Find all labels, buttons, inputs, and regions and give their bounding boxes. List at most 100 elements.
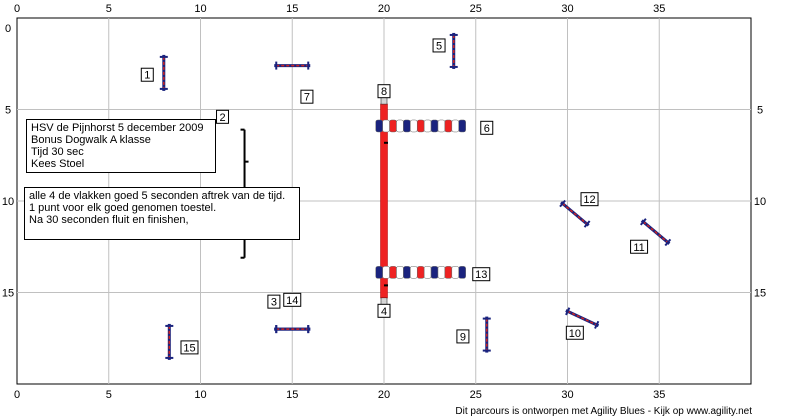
x-tick-label-bottom: 0 [14,389,20,401]
obstacle-number-label: 13 [472,267,491,282]
jump-upright [664,238,672,247]
x-tick-label-bottom: 5 [106,389,112,401]
obstacle-number-box [432,38,446,53]
course-info-box: HSV de Pijnhorst 5 december 2009 Bonus D… [26,119,216,173]
x-tick-label-top: 15 [286,3,298,15]
obstacle-number: 3 [271,297,277,309]
obstacle-number: 10 [569,328,581,340]
tunnel-segment [389,119,397,133]
jump-upright [594,320,600,329]
jump-bar [562,202,588,225]
obstacle-number: 14 [286,295,298,307]
jump-obstacle [639,218,672,247]
y-tick-label-left: 10 [2,196,14,208]
tunnel-segment [382,266,390,279]
obstacle-number-box [480,120,494,135]
jump-obstacle [159,54,168,91]
obstacle-number-box [283,292,302,307]
tunnel-segment [458,266,466,279]
obstacle-number-box [580,192,599,207]
jump-upright [559,199,566,208]
jump-upright [565,307,571,316]
obstacle-number: 5 [436,40,442,52]
rules-line: Na 30 seconden fluit en finishen, [29,214,189,226]
x-tick-label-bottom: 30 [561,389,573,401]
obstacle-number-box [216,109,230,124]
tunnel-segment [423,266,432,279]
obstacles [159,32,672,360]
tunnel-segment [416,119,425,133]
jump-obstacle [274,61,311,70]
tunnel-segment [430,266,439,279]
rules-line: 1 punt voor elk goed genomen toestel. [29,202,217,214]
jump-bar [642,221,669,243]
tunnel-segment [396,119,404,133]
obstacle-number-label: 11 [630,239,649,254]
obstacle-number-label: 15 [180,340,199,355]
obstacle-number-box [300,89,314,104]
obstacle-number: 13 [475,269,487,281]
tunnel-segment [458,119,466,133]
obstacle-number-box [377,303,391,318]
obstacle-number-label: 8 [377,84,391,99]
jump-bar [567,310,597,326]
tunnel-segment [444,266,453,279]
tunnel-segment [403,266,411,279]
obstacle-number: 8 [381,86,387,98]
tunnel-segment [451,266,459,279]
obstacle-number: 11 [633,242,644,254]
obstacle-number-box [630,239,649,254]
obstacle-number-box [565,325,584,340]
tunnel-obstacle [375,119,466,133]
jump-obstacle [449,32,458,69]
x-tick-label-top: 20 [378,3,390,15]
obstacle-number: 1 [144,70,150,82]
obstacle-number-box [456,329,470,344]
obstacle-number-label: 5 [432,38,446,53]
y-tick-label-left: 5 [5,105,11,117]
obstacle-number: 6 [484,123,490,135]
obstacle-number-label: 7 [300,89,314,104]
obstacle-number: 2 [219,112,225,124]
tunnel-segment [451,119,459,133]
obstacle-number-label: 14 [283,292,302,307]
tunnel-segment [437,266,446,279]
tunnel-segment [410,266,418,279]
jump-obstacle [559,199,591,228]
x-tick-label-top: 30 [561,3,573,15]
tunnel-segment [430,119,439,133]
obstacle-number-label: 9 [456,329,470,344]
obstacle-number-box [140,67,154,82]
tunnel-obstacle [375,266,466,279]
y-tick-label-right: 15 [754,288,766,300]
obstacle-number-label: 6 [480,120,494,135]
obstacle-number: 7 [304,92,310,104]
x-tick-label-bottom: 20 [378,389,390,401]
obstacle-number-label: 10 [565,325,584,340]
tunnel-segment [375,266,383,279]
jump-obstacle [274,325,311,334]
obstacle-number-box [377,84,391,99]
info-line: Bonus Dogwalk A klasse [31,134,151,146]
obstacle-number: 4 [381,306,387,318]
tunnel-segment [396,266,404,279]
obstacle-number-label: 4 [377,303,391,318]
obstacle-number-box [267,294,281,309]
jump-obstacle [482,316,491,353]
obstacle-number: 9 [460,331,466,343]
info-line: Tijd 30 sec [31,146,84,158]
y-tick-label-right: 10 [754,196,766,208]
x-tick-label-bottom: 15 [286,389,298,401]
footer-credit: Dit parcours is ontworpen met Agility Bl… [455,406,752,417]
obstacle-number: 15 [183,342,195,354]
obstacle-number: 12 [583,194,595,206]
tunnel-segment [444,119,453,133]
x-tick-label-top: 0 [14,3,20,15]
x-tick-label-top: 10 [194,3,206,15]
x-tick-label-bottom: 10 [194,389,206,401]
tunnel-segment [410,119,418,133]
rules-info-box: alle 4 de vlakken goed 5 seconden aftrek… [24,187,300,240]
tunnel-segment [375,119,383,133]
